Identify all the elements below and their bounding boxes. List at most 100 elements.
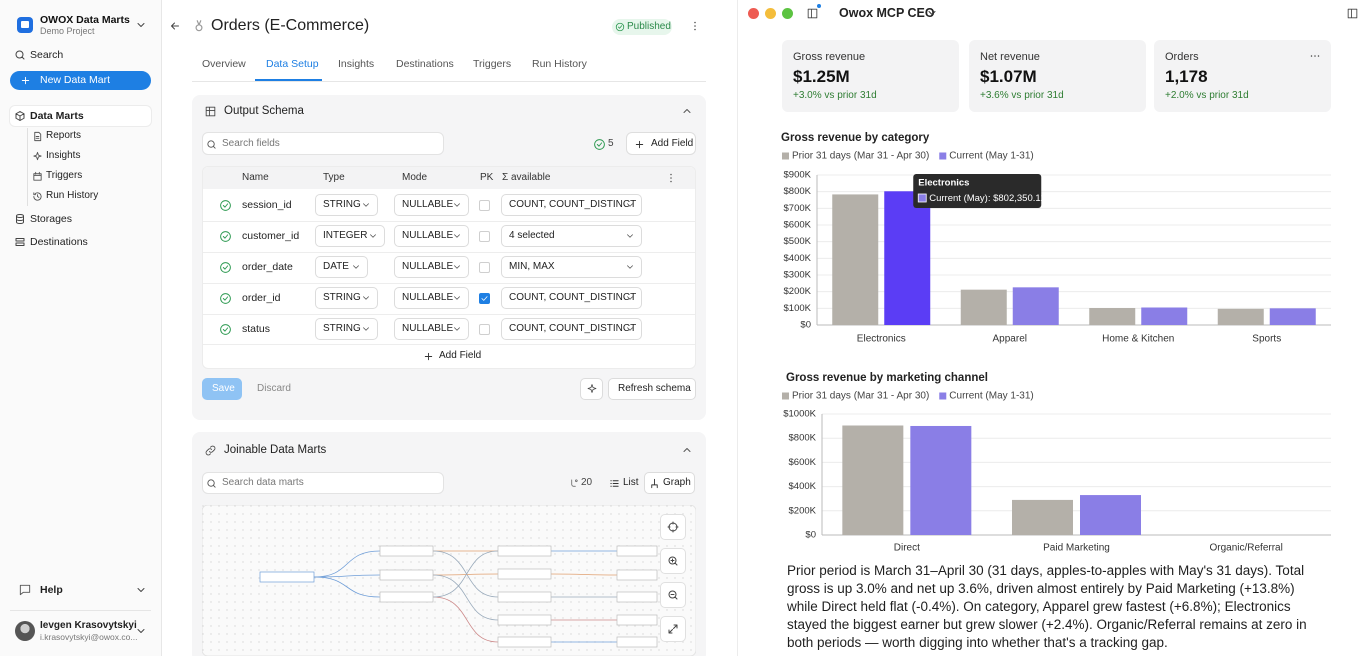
save-button[interactable] [202, 378, 242, 400]
subnav-item[interactable]: Reports [46, 130, 82, 141]
aggregation-select[interactable] [501, 318, 642, 340]
row-divider [203, 251, 695, 253]
pk-checkbox[interactable] [479, 230, 490, 242]
row-divider [203, 220, 695, 222]
search-field[interactable] [202, 132, 444, 155]
right-panel-toggle [1347, 8, 1357, 18]
tab[interactable]: Run History [532, 58, 587, 70]
type-select[interactable] [315, 287, 378, 309]
pk-checkbox[interactable] [479, 199, 490, 211]
pk-check [481, 295, 488, 301]
type-select-value: STRING [323, 199, 361, 210]
tooltip [913, 174, 1042, 208]
kpi-value: $1.25M [793, 67, 850, 86]
new-data-mart-button[interactable] [10, 71, 151, 90]
subnav-item[interactable]: Triggers [46, 170, 83, 181]
y-tick-label: $500K [784, 236, 812, 247]
row-valid-icon [219, 292, 231, 304]
list-icon [609, 479, 619, 487]
tab[interactable]: Triggers [473, 58, 512, 70]
y-tick-label: $800K [784, 186, 812, 197]
plus-icon [635, 140, 643, 148]
bar [884, 191, 931, 325]
link-icon [205, 445, 215, 455]
window-control[interactable] [764, 7, 776, 19]
graph-nodes [259, 545, 658, 648]
aggregation-select-value: COUNT, COUNT_DISTINCT [509, 199, 637, 210]
ai-button[interactable] [580, 378, 603, 400]
bar [1089, 308, 1136, 325]
tab[interactable]: Destinations [396, 58, 454, 70]
mode-select[interactable] [394, 318, 469, 340]
user-menu [137, 629, 145, 633]
count-icon [570, 478, 578, 487]
y-tick-label: $400K [789, 481, 817, 492]
nav-item[interactable]: Data Marts [30, 110, 84, 122]
sidebar-search[interactable]: Search [30, 49, 64, 61]
type-select[interactable] [315, 225, 385, 247]
y-tick-label: $900K [784, 170, 812, 181]
nav-selected [10, 106, 151, 126]
bar [1080, 495, 1141, 535]
add-field-button[interactable] [626, 132, 696, 155]
graph-edges [313, 550, 618, 643]
tab[interactable]: Overview [202, 58, 246, 70]
graph-toggle[interactable] [644, 472, 695, 494]
column-header: Type [323, 172, 345, 183]
select-chevron [627, 265, 633, 269]
nav-item[interactable]: Storages [30, 213, 73, 225]
subnav-item[interactable]: Run History [46, 190, 99, 201]
app-name: OWOX Data Marts [40, 14, 130, 26]
type-select[interactable] [315, 256, 368, 278]
mode-select[interactable] [394, 287, 469, 309]
select-chevron [363, 203, 369, 207]
sidebar-toggle [807, 8, 817, 18]
tab[interactable]: Data Setup [266, 58, 319, 70]
nav-item[interactable]: Destinations [30, 236, 88, 248]
type-select-value: STRING [323, 292, 361, 303]
mode-select-value: NULLABLE [402, 292, 454, 303]
help-label[interactable]: Help [40, 584, 63, 596]
graph-control[interactable] [660, 616, 686, 642]
select-chevron [627, 296, 633, 300]
help-chevron [137, 588, 145, 592]
tab[interactable]: Insights [338, 58, 375, 70]
mode-select[interactable] [394, 225, 469, 247]
mode-select[interactable] [394, 194, 469, 216]
pk-checkbox[interactable] [479, 292, 490, 304]
field-name: status [242, 323, 271, 335]
graph-control[interactable] [660, 514, 686, 540]
type-select[interactable] [315, 318, 378, 340]
ai-icon [587, 384, 596, 393]
refresh-button[interactable] [608, 378, 696, 400]
schema-icon [205, 106, 215, 116]
type-select[interactable] [315, 194, 378, 216]
pk-checkbox[interactable] [479, 261, 490, 273]
legend-swatch [939, 392, 947, 400]
list-toggle[interactable]: List [623, 477, 639, 488]
aggregation-select[interactable] [501, 256, 642, 278]
aggregation-select[interactable] [501, 194, 642, 216]
aggregation-select[interactable] [501, 287, 642, 309]
kpi-label: Orders [1165, 51, 1199, 63]
pk-checkbox[interactable] [479, 323, 490, 335]
window-control[interactable] [781, 7, 793, 19]
discard-button[interactable]: Discard [257, 383, 291, 394]
mode-select[interactable] [394, 256, 469, 278]
subnav-item[interactable]: Insights [46, 150, 81, 161]
row-valid-icon [219, 230, 231, 242]
search-field[interactable] [202, 472, 444, 494]
graph-control-icon [668, 624, 678, 634]
window-control[interactable] [747, 7, 759, 19]
graph-control-icon [667, 521, 679, 533]
notification-dot [817, 4, 821, 8]
refresh-label: Refresh schema [618, 383, 691, 394]
aggregation-select-value: 4 selected [509, 230, 555, 241]
type-select-value: INTEGER [323, 230, 368, 241]
save-label: Save [212, 383, 235, 394]
field-name: session_id [242, 199, 292, 211]
kpi-card [969, 40, 1146, 112]
aggregation-select[interactable] [501, 225, 642, 247]
back-button [171, 22, 179, 30]
add-field-row[interactable]: Add Field [439, 350, 482, 361]
